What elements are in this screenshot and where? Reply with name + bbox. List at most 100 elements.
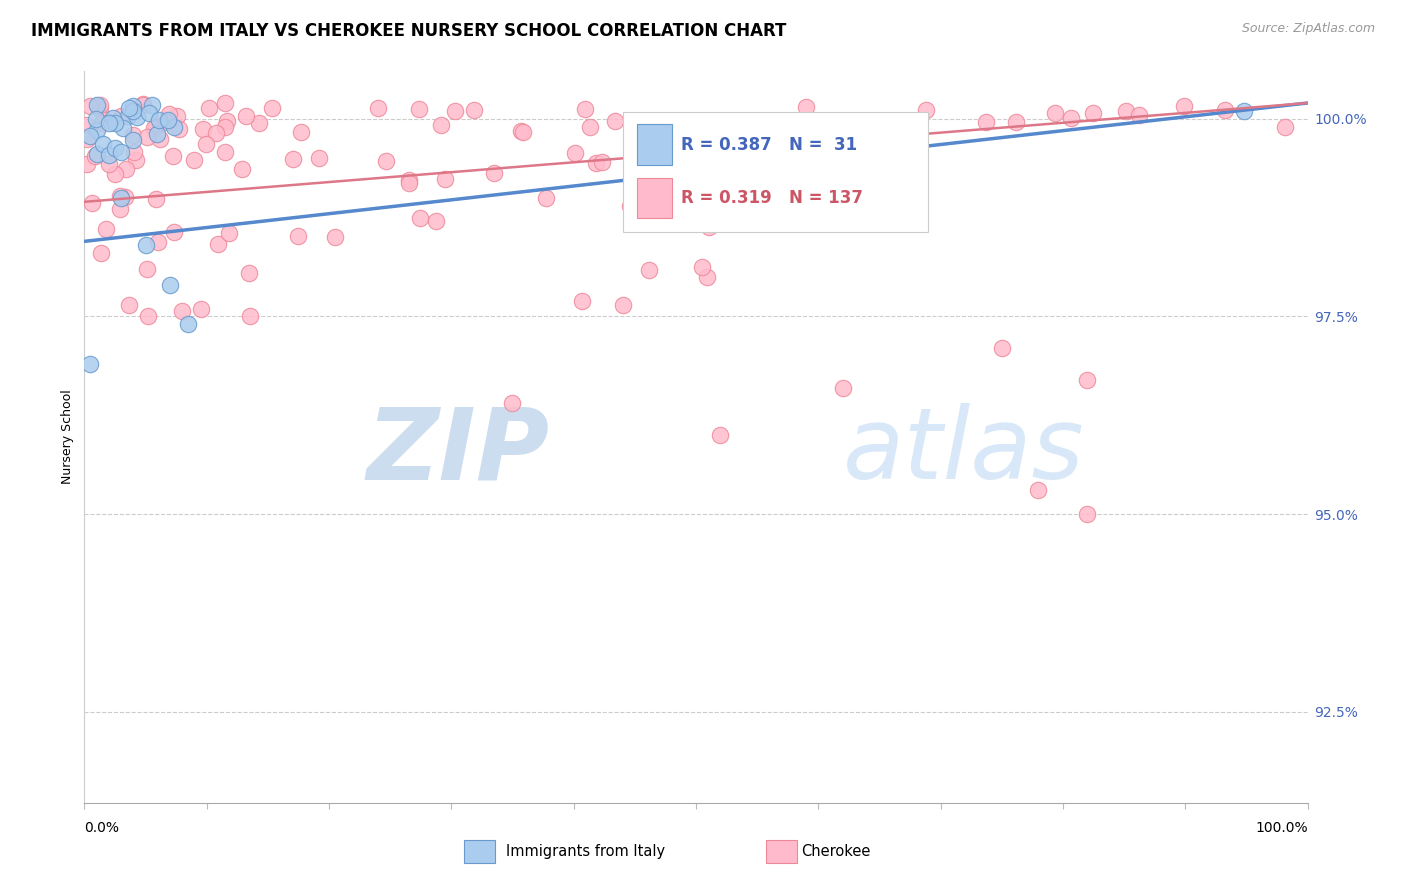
Point	[76, 131, 98, 145]
Point	[1128, 108, 1150, 122]
Point	[97, 148, 120, 162]
Text: R = 0.387   N =  31: R = 0.387 N = 31	[682, 136, 858, 153]
Text: 0.0%: 0.0%	[84, 822, 120, 835]
Text: ZIP: ZIP	[366, 403, 550, 500]
Point	[638, 263, 661, 277]
Point	[1060, 111, 1083, 125]
Text: R = 0.319   N = 137: R = 0.319 N = 137	[682, 189, 863, 207]
Text: IMMIGRANTS FROM ITALY VS CHEROKEE NURSERY SCHOOL CORRELATION CHART: IMMIGRANTS FROM ITALY VS CHEROKEE NURSER…	[31, 22, 786, 40]
Point	[146, 127, 169, 141]
Text: 100.0%: 100.0%	[1256, 822, 1308, 835]
Point	[132, 96, 155, 111]
Point	[1076, 373, 1098, 387]
Point	[104, 116, 127, 130]
Point	[91, 116, 114, 130]
Point	[138, 106, 160, 120]
Point	[122, 103, 145, 118]
Point	[115, 162, 138, 177]
Point	[108, 189, 131, 203]
Point	[215, 113, 238, 128]
Point	[94, 112, 117, 127]
Point	[142, 121, 165, 136]
Point	[86, 98, 108, 112]
Point	[534, 191, 557, 205]
Point	[155, 114, 177, 128]
Point	[157, 107, 180, 121]
Point	[79, 357, 101, 371]
Point	[571, 293, 593, 308]
Point	[612, 298, 634, 312]
Point	[709, 428, 731, 442]
Point	[794, 100, 817, 114]
Point	[697, 219, 720, 234]
Point	[163, 120, 186, 135]
Point	[214, 96, 236, 111]
Point	[207, 237, 229, 252]
Point	[104, 141, 127, 155]
Point	[110, 109, 132, 123]
Point	[145, 119, 167, 133]
Point	[118, 101, 141, 115]
Point	[118, 298, 141, 312]
Point	[97, 157, 120, 171]
Point	[510, 123, 533, 137]
Point	[831, 381, 853, 395]
Point	[76, 157, 98, 171]
Point	[145, 193, 167, 207]
Point	[183, 153, 205, 167]
Text: Immigrants from Italy: Immigrants from Italy	[506, 845, 665, 859]
Point	[711, 121, 734, 136]
Point	[696, 270, 718, 285]
Point	[190, 302, 212, 317]
Point	[90, 245, 112, 260]
Point	[367, 101, 389, 115]
Point	[89, 102, 111, 116]
Point	[290, 125, 312, 139]
Point	[238, 266, 260, 280]
Point	[605, 113, 627, 128]
Point	[169, 122, 191, 136]
Point	[1028, 483, 1050, 498]
Point	[84, 148, 107, 162]
Point	[124, 153, 146, 168]
Point	[287, 228, 309, 243]
Point	[502, 396, 524, 410]
Point	[375, 154, 398, 169]
Point	[443, 104, 465, 119]
Point	[425, 214, 447, 228]
Text: atlas: atlas	[842, 403, 1084, 500]
Point	[915, 103, 938, 118]
Point	[204, 126, 226, 140]
Point	[125, 110, 148, 124]
Point	[231, 161, 253, 176]
Point	[148, 112, 170, 127]
Point	[117, 109, 139, 123]
Point	[75, 118, 97, 132]
Point	[122, 99, 145, 113]
Point	[974, 114, 997, 128]
Text: Source: ZipAtlas.com: Source: ZipAtlas.com	[1241, 22, 1375, 36]
Point	[1233, 103, 1256, 118]
Point	[463, 103, 485, 118]
Point	[398, 176, 420, 190]
Point	[135, 238, 157, 252]
Point	[323, 230, 346, 244]
Point	[104, 167, 127, 181]
Point	[281, 153, 304, 167]
Point	[110, 191, 132, 205]
Point	[1043, 106, 1066, 120]
Point	[114, 190, 136, 204]
Point	[194, 136, 217, 151]
Point	[1076, 507, 1098, 521]
Point	[214, 145, 236, 159]
Point	[214, 120, 236, 134]
Point	[135, 262, 157, 277]
Point	[831, 115, 853, 129]
Point	[84, 112, 107, 127]
Point	[121, 128, 143, 143]
Point	[1274, 120, 1296, 135]
Point	[218, 226, 240, 240]
Point	[146, 235, 169, 250]
Point	[564, 145, 586, 160]
Point	[398, 172, 420, 186]
